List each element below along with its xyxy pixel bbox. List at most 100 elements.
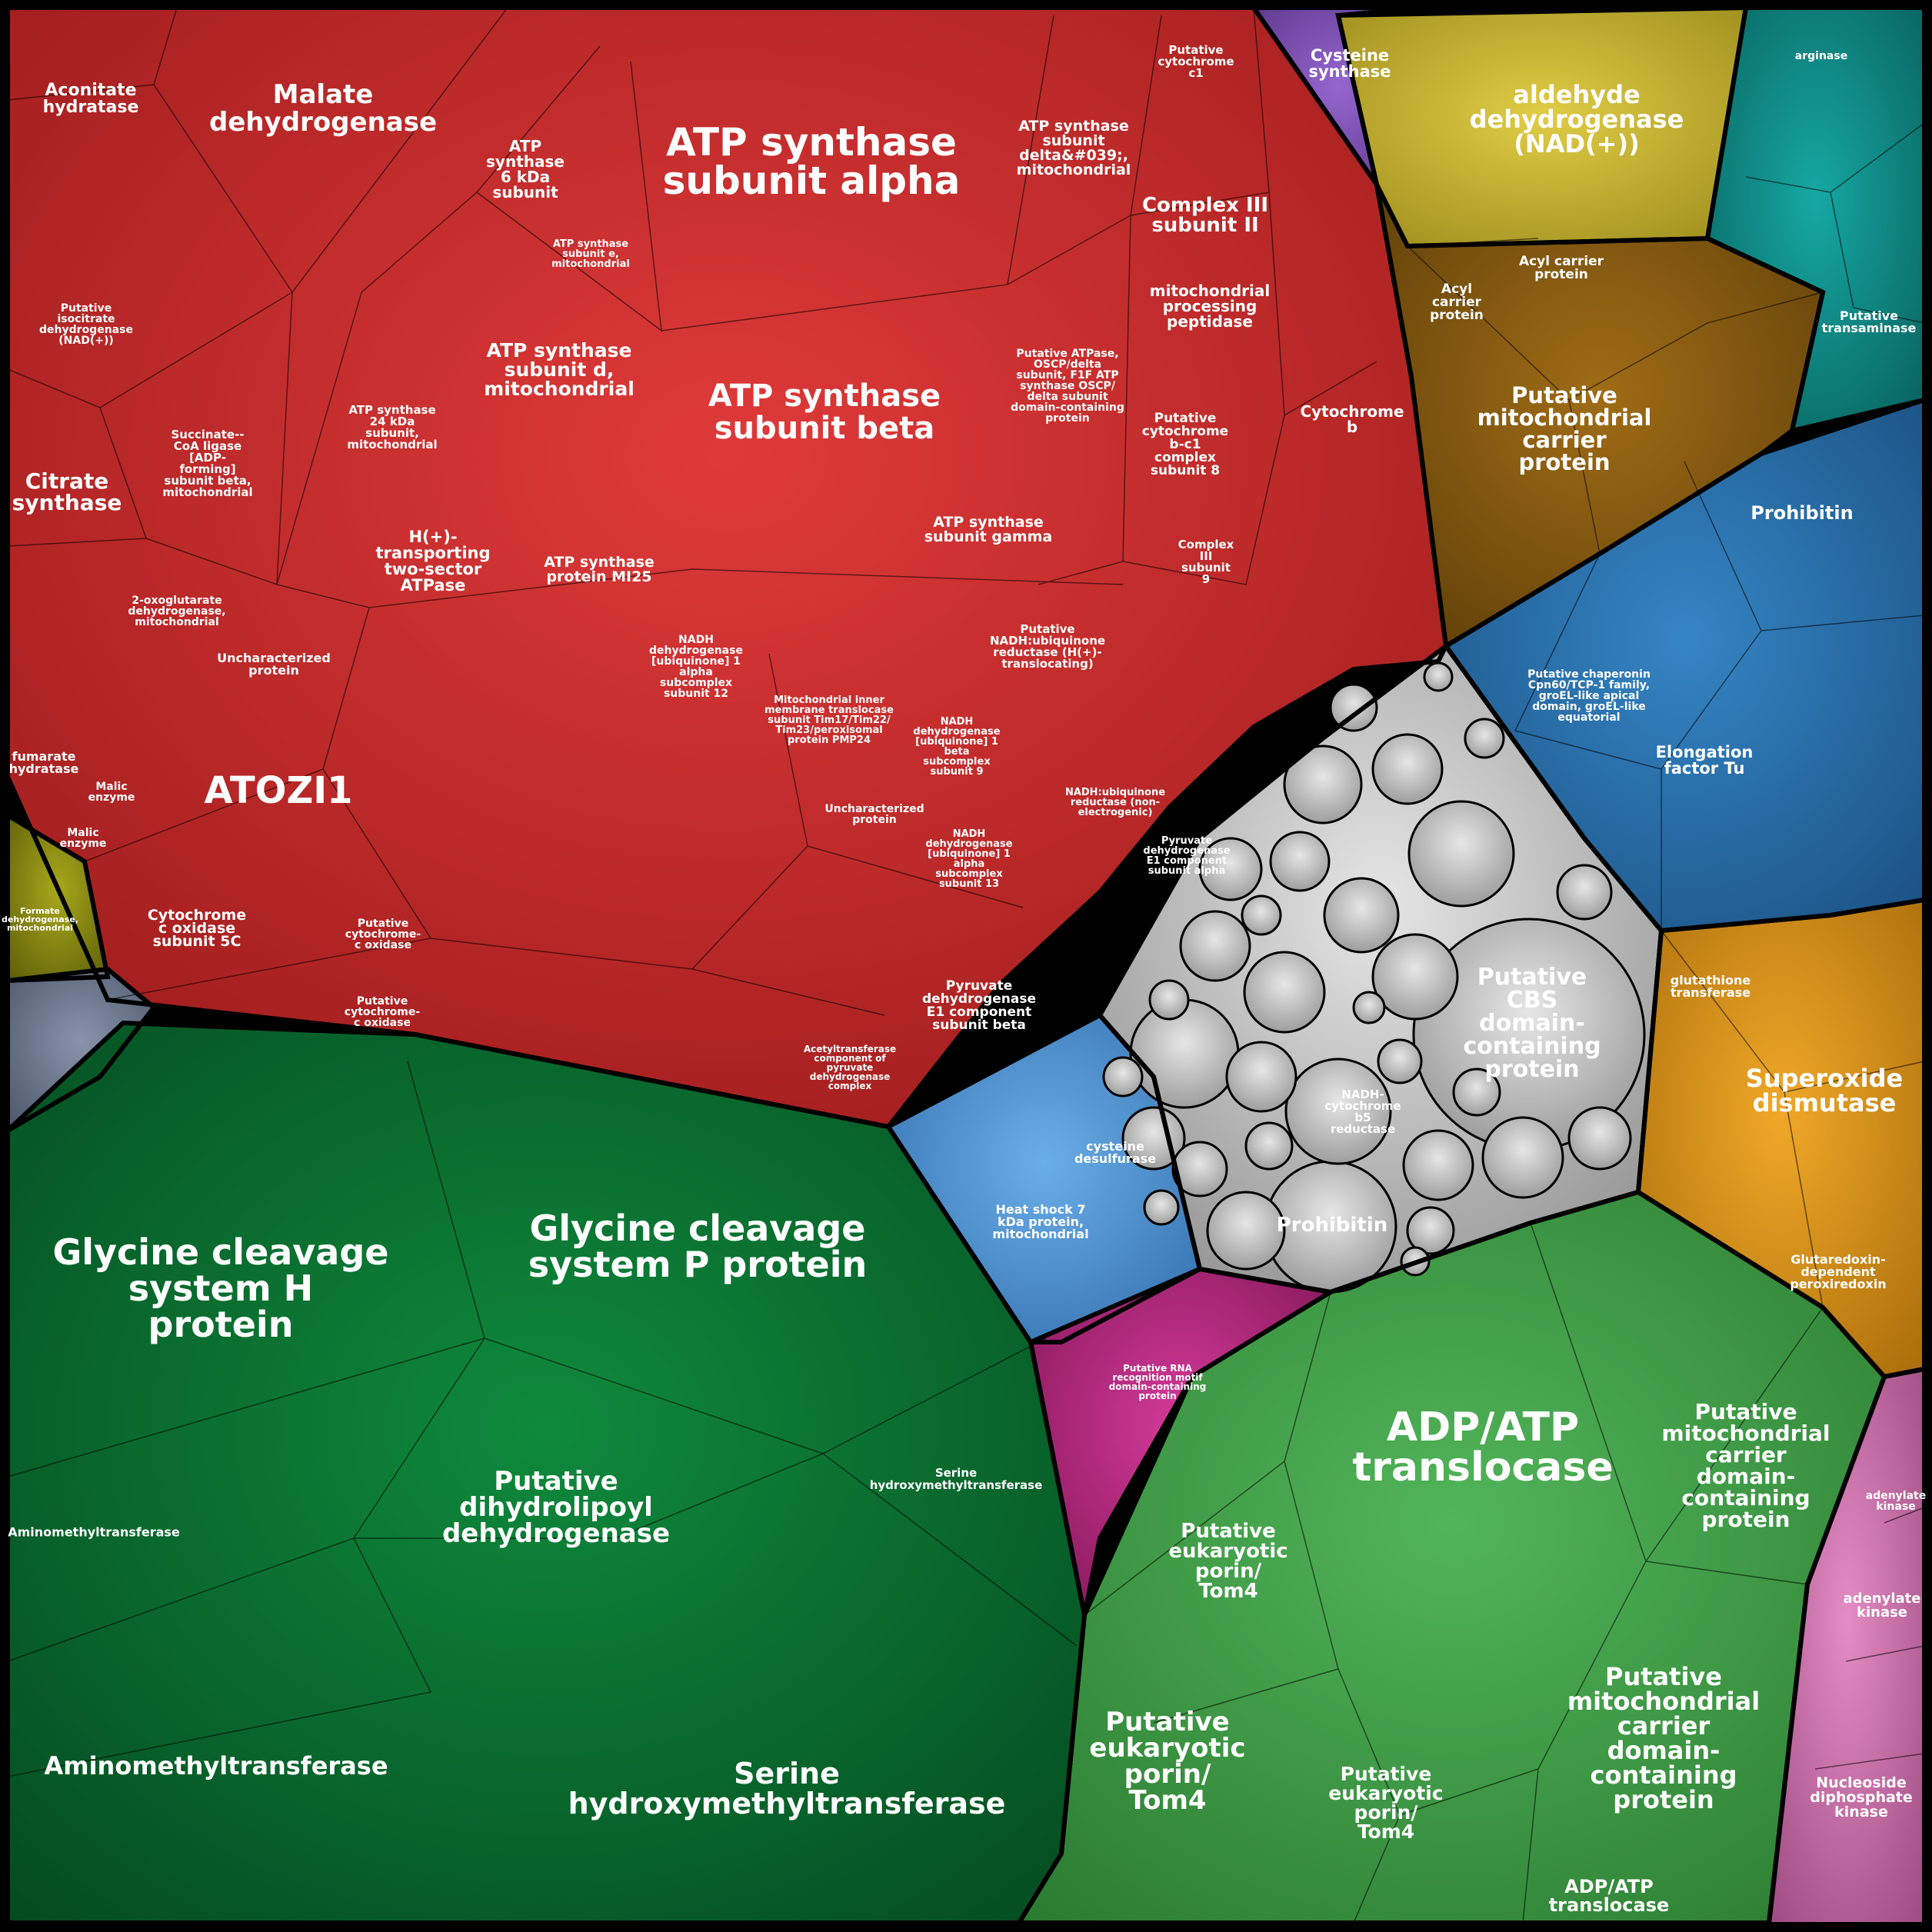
- label-ndk: Nucleoside diphosphate kinase: [1810, 1774, 1913, 1820]
- label-cytb-c1-8: Putative cytochrome b-c1 complex subunit 8: [1142, 411, 1228, 478]
- bubble-small-19: [1377, 1038, 1423, 1084]
- label-h-atpase: H(+)-transporting two-sector ATPase: [375, 528, 490, 595]
- bubble-small-5: [1225, 1041, 1297, 1113]
- bubble-small-2: [1371, 933, 1459, 1021]
- label-atp6k: ATP synthase 6 kDa subunit: [486, 137, 565, 202]
- bubble-oxido[interactable]: [1407, 800, 1515, 908]
- label-unchar: Uncharacterized protein: [217, 651, 331, 678]
- bubble-small-14: [1121, 1106, 1186, 1171]
- label-oxoglut: 2-oxoglutarate dehydrogenase, mitochondria…: [128, 595, 225, 628]
- label-cytc-ox-2: Putative cytochrome-c oxidase: [345, 995, 421, 1029]
- bubble-small-10: [1371, 733, 1444, 805]
- label-fumarate: fumarate hydratase: [9, 749, 79, 776]
- label-isocitrate: Putative isocitrate dehydrogenase (NAD(+)): [39, 302, 133, 347]
- label-aac: ADP/ATP translocase: [1352, 1404, 1613, 1491]
- label-aconitate: Aconitate hydratase: [43, 81, 139, 117]
- label-shmt-small: Serine hydroxymethyltransferase: [870, 1466, 1043, 1492]
- label-gst: glutathione transferase: [1671, 973, 1751, 1000]
- label-complex3: Complex III subunit II: [1142, 194, 1268, 237]
- bubble-small-12: [1198, 837, 1263, 901]
- bubble-small-3: [1243, 951, 1326, 1034]
- label-succ-coa: Succinate--CoA ligase [ADP-forming] subuni…: [162, 428, 252, 499]
- label-prx: Glutaredoxin-dependent peroxiredoxin: [1790, 1252, 1886, 1291]
- bubble-small-16: [1567, 1106, 1632, 1171]
- label-nadh-nonelec: NADH:ubiquinone reductase (non-electrogen…: [1065, 787, 1165, 818]
- label-atp-gamma: ATP synthase subunit gamma: [924, 514, 1053, 545]
- bubble-small-25: [1406, 1206, 1455, 1255]
- bubble-small-4: [1323, 877, 1400, 954]
- bubble-small-27: [1464, 718, 1505, 759]
- label-atp-delta: ATP synthase subunit delta&#039;, mitochond…: [1017, 118, 1131, 178]
- label-atp-d: ATP synthase subunit d, mitochondrial: [484, 339, 635, 400]
- bubble-small-17: [1556, 864, 1613, 921]
- label-nadh-b5: NADH-cytochrome b5 reductase: [1324, 1088, 1401, 1136]
- bubble-small-30: [1423, 661, 1454, 692]
- label-pdh-alpha: Pyruvate dehydrogenase E1 component subunit…: [1143, 835, 1230, 877]
- label-mcp2: Putative mitochondrial carrier domain-conta…: [1567, 1662, 1760, 1814]
- label-dld: Putative dihydrolipoyl dehydrogenase: [442, 1466, 670, 1549]
- label-mpp: mitochondrial processing peptidase: [1150, 281, 1270, 331]
- label-mcp-brown: Putative mitochondrial carrier protein: [1477, 382, 1652, 475]
- bubble-small-20: [1244, 1121, 1294, 1171]
- label-prohib-blue: Prohibitin: [1750, 502, 1853, 524]
- bubble-small-22: [1241, 894, 1282, 936]
- label-c3s9: Complex III subunit 9: [1178, 538, 1234, 586]
- label-acp2: Acyl carrier protein: [1519, 254, 1604, 282]
- label-malic1: Malic enzyme: [88, 781, 135, 804]
- bubble-small-9: [1283, 744, 1363, 824]
- label-adk1: adenylate kinase: [1866, 1490, 1927, 1513]
- label-arginase: arginase: [1795, 50, 1847, 62]
- label-mito-inner: Mitochondrial inner membrane translocase s…: [764, 695, 894, 746]
- label-aldh: aldehyde dehydrogenase (NAD(+)): [1470, 80, 1684, 158]
- label-aac-bottom: ADP/ATP translocase: [1549, 1876, 1670, 1916]
- label-citrate: Citrate synthase: [12, 468, 122, 515]
- label-nadh9: NADH dehydrogenase [ubiquinone] 1 beta subco…: [913, 716, 1000, 778]
- label-cpn60: Putative chaperonin Cpn60/TCP-1 family, gr…: [1527, 668, 1651, 724]
- bubble-small-29: [1143, 1189, 1180, 1226]
- bubble-small-7: [1402, 1129, 1474, 1201]
- label-fdh: Formate dehydrogenase, mitochondrial: [2, 906, 78, 933]
- group-regions: [7, 6, 1925, 1925]
- label-atozi1: ATOZI1: [204, 769, 352, 812]
- label-atp-e: ATP synthase subunit e, mitochondrial: [551, 238, 630, 270]
- label-hsp7: Heat shock 7 kDa protein, mitochondrial: [992, 1202, 1088, 1241]
- label-atp-alpha: ATP synthase subunit alpha: [663, 120, 961, 203]
- bubble-small-18: [1452, 1068, 1501, 1117]
- label-amt-large: Aminomethyltransferase: [44, 1751, 388, 1780]
- label-cys-syn: Cysteine synthase: [1308, 46, 1391, 81]
- label-cox5c: Cytochrome c oxidase subunit 5C: [148, 907, 246, 950]
- label-cytb: Cytochrome b: [1300, 402, 1404, 436]
- bubble-small-28: [1352, 991, 1386, 1024]
- label-malic2: Malic enzyme: [60, 827, 107, 850]
- label-nadh-ubq: Putative NADH:ubiquinone reductase (H(+)-t…: [990, 622, 1105, 671]
- bubble-small-23: [1102, 1056, 1144, 1098]
- label-pdh-beta: Pyruvate dehydrogenase E1 component subunit…: [922, 978, 1036, 1033]
- label-amt-small: Aminomethyltransferase: [8, 1525, 180, 1540]
- label-cysdes: cysteine desulfurase: [1074, 1139, 1156, 1166]
- label-mcp1: Putative mitochondrial carrier domain-conta…: [1661, 1399, 1830, 1532]
- bubble-small-1[interactable]: [1129, 998, 1240, 1109]
- cell-labels: ATP synthase subunit alpha ATP synthase su…: [2, 43, 1926, 1916]
- bubble-small-24: [1148, 979, 1190, 1021]
- label-gcs-p: Glycine cleavage system P protein: [528, 1208, 868, 1285]
- label-shmt-large: Serine hydroxymethyltransferase: [568, 1757, 1006, 1820]
- label-nadh13: NADH dehydrogenase [ubiquinone] 1 alpha subc…: [925, 828, 1012, 890]
- label-nadh12: NADH dehydrogenase [ubiquinone] 1 alpha subc…: [649, 634, 743, 700]
- label-cytc-ox-1: Putative cytochrome-c oxidase: [345, 918, 421, 951]
- label-eftu: Elongation factor Tu: [1656, 743, 1754, 778]
- bubble-small-11: [1179, 910, 1251, 982]
- label-atp-oscp: Putative ATPase, OSCP/delta subunit, F1F A…: [1011, 348, 1124, 425]
- label-atp-beta: ATP synthase subunit beta: [708, 378, 941, 446]
- label-acetyltrans: Acetyltransferase component of pyruvate deh…: [804, 1044, 896, 1091]
- label-rrm: Putative RNA recognition motif domain-cont…: [1109, 1363, 1207, 1401]
- label-transam: Putative transaminase: [1822, 308, 1917, 335]
- label-atp-mi25: ATP synthase protein MI25: [544, 554, 655, 585]
- label-atp24: ATP synthase 24 kDa subunit, mitochondrial: [347, 403, 437, 451]
- bubble-nadh-b5[interactable]: [1284, 1058, 1392, 1165]
- label-unchar-2: Uncharacterized protein: [824, 803, 924, 826]
- label-sod: Superoxide dismutase: [1746, 1064, 1903, 1118]
- label-porin1: Putative eukaryotic porin/Tom4: [1168, 1520, 1287, 1603]
